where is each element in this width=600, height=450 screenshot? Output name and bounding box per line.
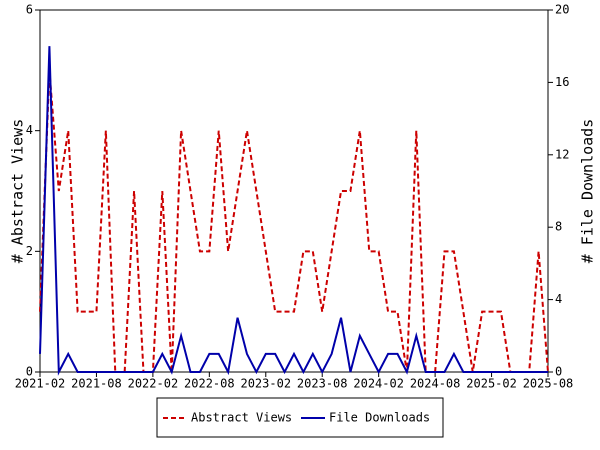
x-tick-label: 2021-08 (71, 377, 122, 391)
x-tick-label: 2023-08 (297, 377, 348, 391)
series-line (39, 70, 549, 373)
y-tick-label: 0 (26, 365, 33, 379)
y2-axis-title: # File Downloads (579, 119, 597, 264)
x-tick-label: 2022-02 (128, 377, 179, 391)
y2-tick-label: 4 (555, 292, 562, 306)
y-axis-title: # Abstract Views (9, 119, 27, 264)
y2-tick-label: 8 (555, 220, 562, 234)
x-tick-label: 2024-08 (410, 377, 461, 391)
plot-frame (39, 9, 549, 373)
x-tick-label: 2025-08 (523, 377, 574, 391)
y2-tick-label: 0 (555, 365, 562, 379)
y-tick-label: 6 (26, 3, 33, 17)
y2-tick-label: 12 (555, 147, 569, 161)
series-line (39, 46, 548, 376)
y-tick-label: 2 (26, 244, 33, 258)
y2-tick-label: 20 (555, 3, 569, 17)
x-tick-label: 2021-02 (15, 377, 66, 391)
x-tick-label: 2023-02 (240, 377, 291, 391)
legend-label: Abstract Views (191, 411, 292, 425)
x-tick-label: 2022-08 (184, 377, 235, 391)
legend-label: File Downloads (329, 411, 430, 425)
y-tick-label: 4 (26, 123, 33, 137)
y2-tick-label: 16 (555, 75, 569, 89)
x-tick-label: 2024-02 (353, 377, 404, 391)
legend-box (156, 397, 444, 438)
x-tick-label: 2025-02 (466, 377, 517, 391)
